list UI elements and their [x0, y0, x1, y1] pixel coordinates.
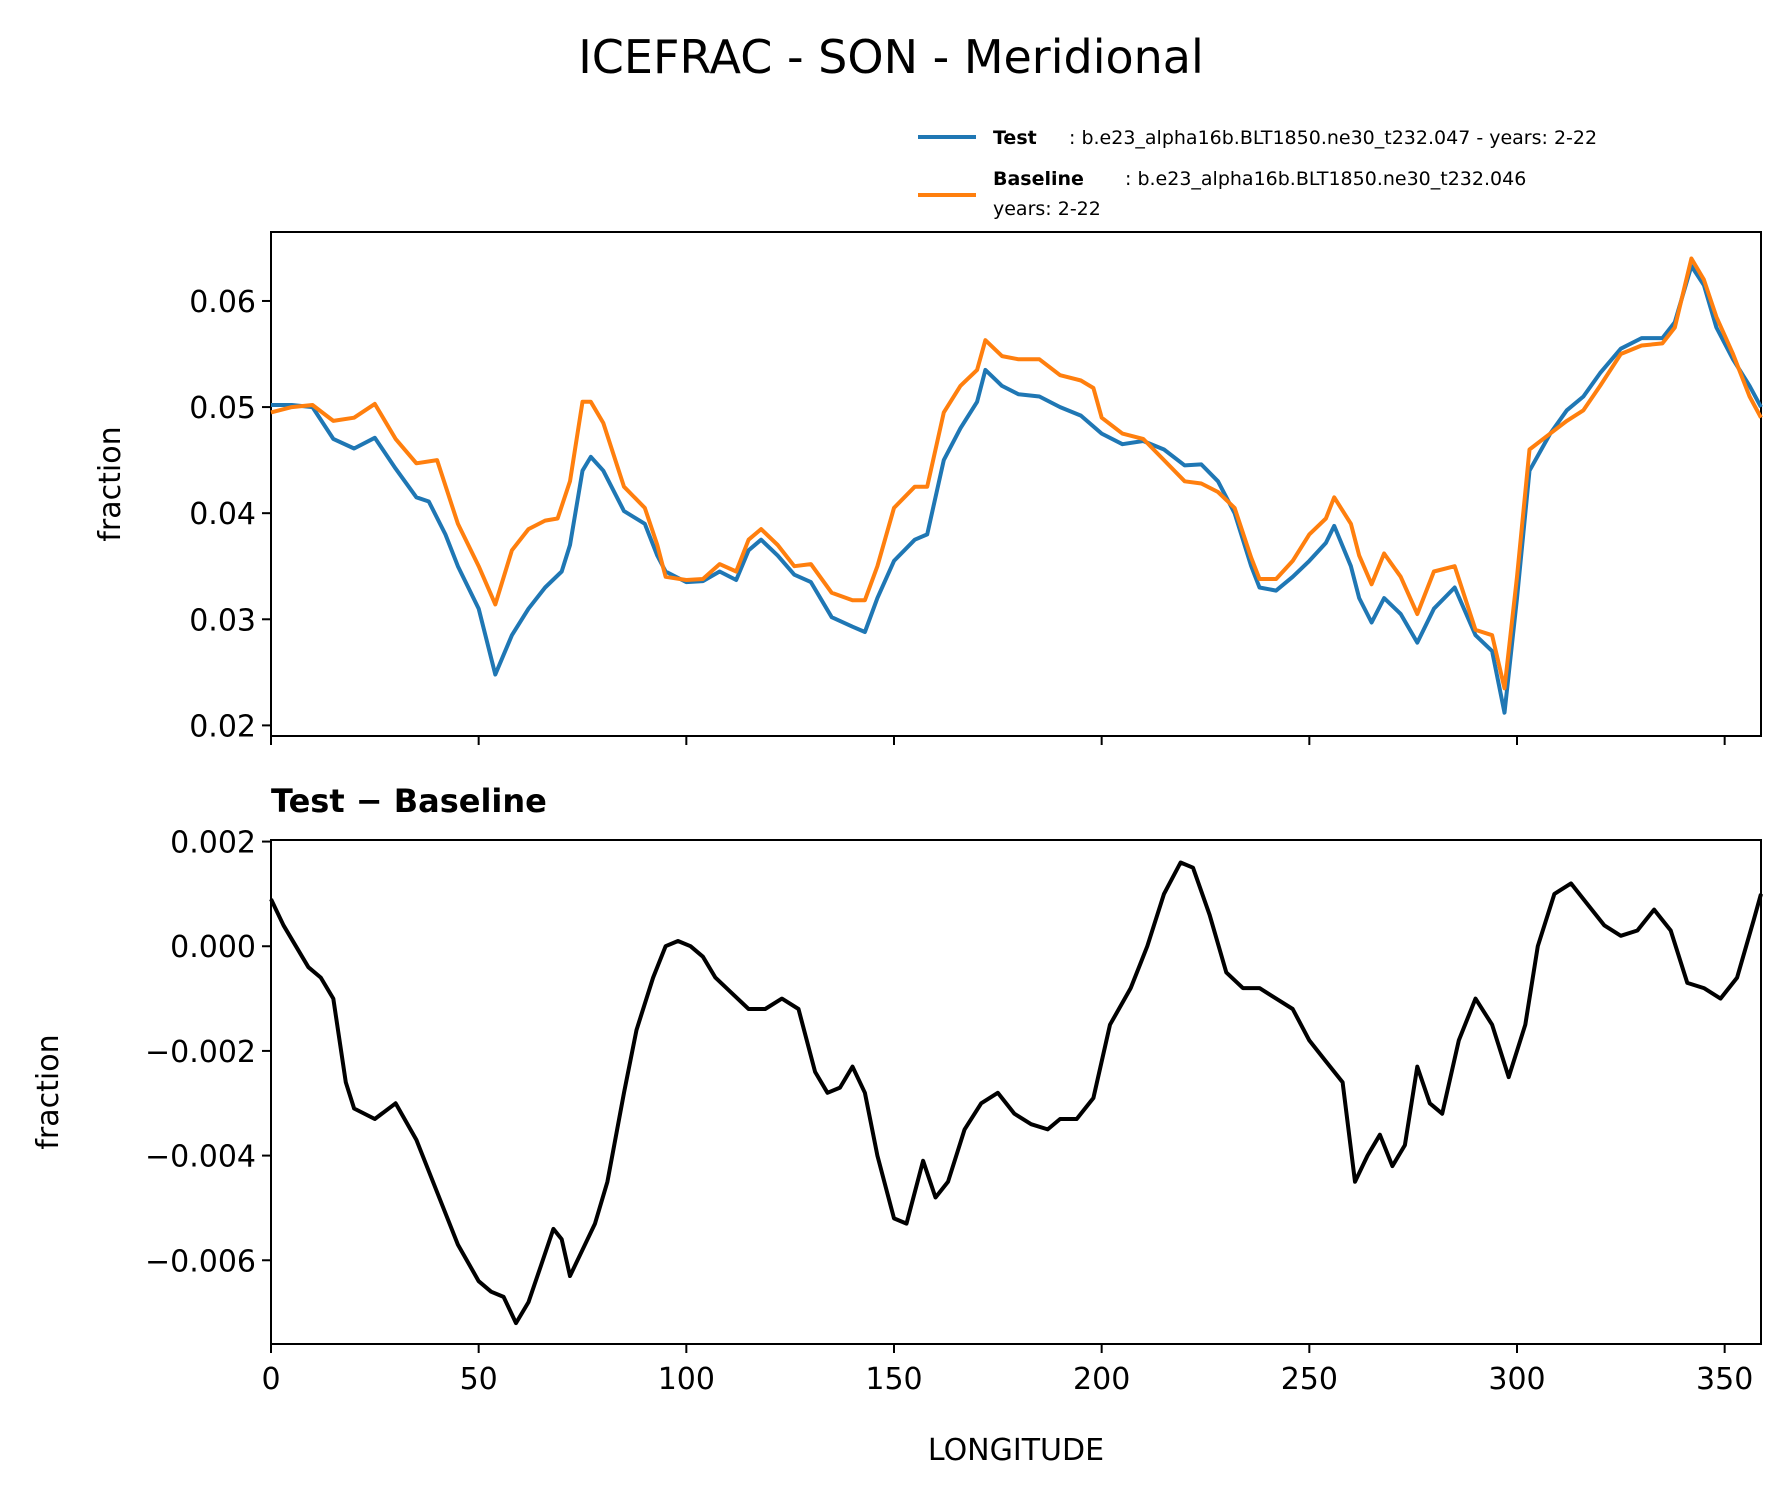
bottom-x-tick-label: 250	[1281, 1362, 1338, 1397]
legend-baseline-text: : b.e23_alpha16b.BLT1850.ne30_t232.046	[1125, 168, 1526, 190]
bottom-x-tick-label: 300	[1488, 1362, 1545, 1397]
bottom-y-ticks: 0.002 0.000 −0.002 −0.004 −0.006	[145, 826, 271, 1279]
top-x-ticks	[270, 736, 1726, 745]
series-line-baseline	[270, 256, 1763, 691]
bottom-x-tick-label: 100	[658, 1362, 715, 1397]
bottom-x-tick-label: 150	[865, 1362, 922, 1397]
top-y-tick-label: 0.05	[189, 391, 256, 426]
top-y-axis-label: fraction	[93, 426, 128, 541]
top-axes-frame	[270, 231, 1762, 737]
top-series-lines	[270, 256, 1763, 715]
bottom-axes: Test − Baseline 0.002 0.000 −0.002 −0.004 −0…	[31, 782, 1763, 1468]
bottom-y-tick-label: −0.002	[145, 1035, 256, 1070]
bottom-x-tick-label: 200	[1073, 1362, 1130, 1397]
bottom-x-tick-label: 50	[460, 1362, 498, 1397]
top-y-tick-label: 0.02	[189, 709, 256, 744]
series-line-test	[271, 264, 1763, 715]
bottom-x-ticks: 0 50 100 150 200 250 300 350	[261, 1344, 1753, 1397]
top-y-tick-label: 0.04	[189, 497, 256, 532]
top-y-tick-label: 0.03	[189, 603, 256, 638]
legend-test-text: : b.e23_alpha16b.BLT1850.ne30_t232.047 -…	[1069, 127, 1597, 149]
legend-baseline-text-line2: years: 2-22	[993, 198, 1101, 220]
bottom-y-tick-label: 0.000	[170, 930, 256, 965]
bottom-y-axis-label: fraction	[31, 1034, 66, 1149]
figure-title: ICEFRAC - SON - Meridional	[578, 30, 1204, 84]
bottom-axes-frame	[270, 839, 1762, 1345]
bottom-y-tick-label: −0.004	[145, 1140, 256, 1175]
bottom-x-tick-label: 350	[1696, 1362, 1753, 1397]
x-axis-label: LONGITUDE	[928, 1433, 1104, 1468]
top-y-tick-label: 0.06	[189, 285, 256, 320]
bottom-axes-title: Test − Baseline	[271, 782, 547, 820]
bottom-y-tick-label: 0.002	[170, 826, 256, 861]
legend-test-name: Test	[993, 127, 1037, 149]
top-y-ticks: 0.02 0.03 0.04 0.05 0.06	[189, 285, 271, 744]
bottom-x-tick-label: 0	[261, 1362, 280, 1397]
bottom-y-tick-label: −0.006	[145, 1244, 256, 1279]
series-line-test-baseline	[269, 860, 1763, 1326]
legend: Test : b.e23_alpha16b.BLT1850.ne30_t232.…	[918, 127, 1597, 220]
legend-baseline-name: Baseline	[993, 168, 1084, 190]
top-axes: 0.02 0.03 0.04 0.05 0.06 fraction	[93, 231, 1763, 745]
bottom-series-lines	[269, 860, 1763, 1326]
